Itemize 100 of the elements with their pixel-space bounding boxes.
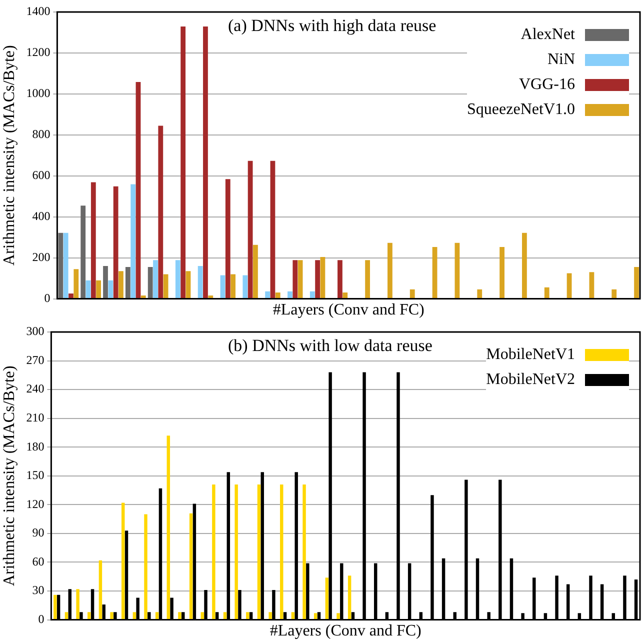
bar (265, 291, 270, 298)
y-tick-label: 240 (26, 382, 44, 396)
bar (96, 280, 102, 298)
bar (280, 484, 284, 620)
bar (320, 257, 326, 298)
bar (175, 260, 180, 298)
bar (275, 292, 280, 298)
bar (589, 272, 594, 298)
bar (325, 578, 329, 620)
bar (76, 589, 80, 620)
bar (88, 612, 91, 620)
y-tick-label: 200 (32, 250, 50, 264)
bar (298, 260, 303, 298)
bar (257, 484, 261, 620)
y-tick-label: 1200 (26, 45, 50, 60)
y-tick-label: 300 (26, 324, 44, 338)
x-axis-title: #Layers (Conv and FC) (270, 622, 422, 640)
bar (68, 293, 74, 298)
y-tick-label: 400 (32, 209, 50, 224)
bar (132, 612, 136, 620)
bar (64, 612, 68, 620)
bar (230, 274, 236, 298)
legend-label: VGG-16 (519, 76, 575, 94)
y-tick-label: 1000 (26, 86, 50, 100)
bar (314, 613, 318, 620)
bar (310, 291, 315, 298)
bar (248, 160, 253, 298)
bar (566, 273, 572, 298)
bar (118, 271, 124, 298)
y-tick-label: 180 (26, 439, 44, 454)
y-tick-label: 60 (32, 554, 44, 568)
y-axis-title: Arithmetic intensity (MACs/Byte) (0, 45, 18, 266)
y-tick-label: 210 (26, 410, 44, 424)
bar (500, 246, 504, 298)
bar (270, 160, 276, 298)
bar (110, 612, 114, 620)
chart-title: (a) DNNs with high data reuse (228, 16, 436, 36)
bar (158, 126, 164, 298)
bar (268, 612, 272, 620)
bar (225, 179, 230, 298)
bar (246, 612, 250, 620)
bar (136, 82, 141, 298)
bar (365, 260, 370, 298)
bar (234, 484, 238, 620)
bar (155, 612, 159, 620)
bar (54, 594, 57, 620)
bar (80, 206, 86, 298)
y-tick-label: 0 (38, 612, 44, 626)
bar (90, 182, 96, 298)
bar (242, 275, 248, 298)
bar (223, 612, 227, 620)
bar (125, 267, 130, 298)
bar (292, 260, 298, 298)
bar (388, 242, 392, 298)
legend-label: AlexNet (520, 26, 575, 44)
bar (454, 242, 460, 298)
y-tick-label: 90 (32, 526, 44, 540)
bar (288, 291, 292, 298)
bar (634, 267, 639, 298)
y-tick-label: 800 (32, 127, 50, 142)
y-tick-label: 0 (44, 290, 50, 305)
bar (108, 280, 114, 298)
legend-label: SqueezeNetV1.0 (467, 100, 575, 118)
bar (338, 260, 342, 298)
bar (410, 289, 415, 298)
bar (166, 436, 170, 620)
bar (302, 484, 306, 620)
bar (153, 260, 158, 298)
bar (315, 260, 320, 298)
y-tick-label: 1400 (26, 4, 50, 18)
bar (544, 287, 550, 298)
bar (58, 232, 64, 298)
bar (121, 502, 125, 620)
bar (208, 296, 214, 298)
bar (148, 267, 153, 298)
y-tick-label: 270 (26, 352, 44, 367)
bar (342, 292, 348, 298)
bar (477, 289, 482, 298)
legend-label: NiN (547, 50, 575, 68)
bar (336, 613, 340, 620)
bar (612, 289, 617, 298)
bar (86, 280, 91, 298)
y-axis-title: Arithmetic intensity (MACs/Byte) (0, 366, 18, 586)
y-tick-label: 120 (26, 496, 44, 511)
bar (220, 275, 226, 298)
bar (253, 244, 258, 298)
bar (189, 513, 193, 620)
bar (200, 612, 204, 620)
y-tick-label: 30 (32, 583, 44, 598)
bar (178, 612, 182, 620)
y-tick-label: 150 (26, 468, 44, 482)
chart-title: (b) DNNs with low data reuse (228, 336, 432, 356)
bar (63, 232, 68, 298)
bar (74, 269, 79, 298)
bar (144, 514, 148, 620)
bar (186, 271, 191, 298)
legend-label: MobileNetV1 (486, 346, 575, 364)
bar (130, 184, 136, 298)
bar (212, 484, 216, 620)
bar (113, 186, 118, 298)
